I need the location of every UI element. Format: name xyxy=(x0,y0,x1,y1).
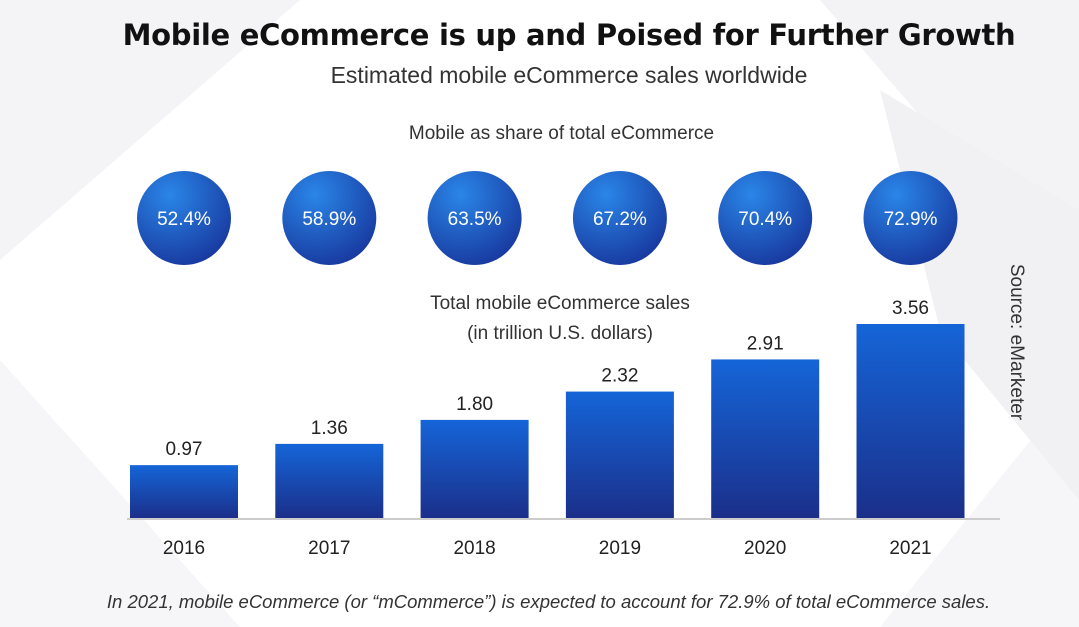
bar-2017 xyxy=(275,443,384,518)
share-label-2018: 63.5% xyxy=(448,209,502,230)
sales-heading-line1: Total mobile eCommerce sales xyxy=(430,293,690,314)
footnote: In 2021, mobile eCommerce (or “mCommerce… xyxy=(106,591,991,612)
share-circle-2018 xyxy=(427,171,522,265)
bar-2021 xyxy=(856,324,965,518)
share-circle-2017 xyxy=(282,171,377,265)
tick-label-2019: 2019 xyxy=(599,538,641,559)
value-label-2018: 1.80 xyxy=(456,394,493,415)
bar-2016 xyxy=(130,465,238,518)
sales-heading-line2: (in trillion U.S. dollars) xyxy=(467,323,653,344)
share-circle-2021 xyxy=(863,171,958,265)
bar-2019 xyxy=(565,391,674,518)
sales-bars: 0.97 1.36 1.80 2.32 2.91 3.56 xyxy=(130,298,965,518)
share-label-2021: 72.9% xyxy=(884,209,938,230)
share-circle-2016 xyxy=(137,171,231,265)
tick-label-2017: 2017 xyxy=(308,538,350,559)
tick-label-2018: 2018 xyxy=(453,538,495,559)
tick-label-2016: 2016 xyxy=(163,538,205,559)
value-label-2017: 1.36 xyxy=(311,418,348,439)
share-label-2017: 58.9% xyxy=(302,209,356,230)
value-label-2019: 2.32 xyxy=(601,366,638,387)
sales-heading: Total mobile eCommerce sales (in trillio… xyxy=(390,289,730,349)
value-label-2021: 3.56 xyxy=(892,298,929,319)
share-label-2019: 67.2% xyxy=(593,209,647,230)
bar-2018 xyxy=(420,419,529,518)
share-heading: Mobile as share of total eCommerce xyxy=(408,123,715,144)
chart-title: Mobile eCommerce is up and Poised for Fu… xyxy=(122,18,1016,52)
share-circle-2019 xyxy=(572,171,667,265)
share-label-2016: 52.4% xyxy=(157,209,211,230)
bar-2020 xyxy=(711,359,820,518)
tick-label-2020: 2020 xyxy=(744,538,786,559)
value-label-2016: 0.97 xyxy=(166,439,203,460)
value-label-2020: 2.91 xyxy=(747,333,784,354)
share-circle-2020 xyxy=(718,171,813,265)
tick-label-2021: 2021 xyxy=(889,538,931,559)
chart-subtitle: Estimated mobile eCommerce sales worldwi… xyxy=(330,62,808,88)
share-label-2020: 70.4% xyxy=(738,209,792,230)
share-circles: 52.4% 58.9% 63.5% 67.2% 70.4% 72.9% xyxy=(137,171,958,265)
x-axis-tick-labels: 2016 2017 2018 2019 2020 2021 xyxy=(163,538,932,559)
